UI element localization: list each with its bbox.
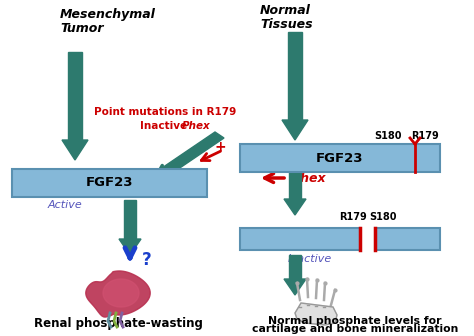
- Polygon shape: [284, 199, 306, 215]
- Polygon shape: [156, 132, 224, 178]
- Text: +: +: [214, 140, 226, 154]
- Text: Tissues: Tissues: [260, 18, 313, 31]
- FancyBboxPatch shape: [240, 144, 440, 172]
- FancyBboxPatch shape: [240, 228, 360, 250]
- Polygon shape: [282, 120, 308, 140]
- Text: Inactive: Inactive: [140, 121, 191, 131]
- Polygon shape: [62, 140, 88, 160]
- Text: Phex: Phex: [182, 121, 211, 131]
- Text: Point mutations in R179: Point mutations in R179: [94, 107, 236, 117]
- FancyBboxPatch shape: [12, 169, 208, 197]
- Polygon shape: [119, 239, 141, 255]
- Text: Phex: Phex: [292, 171, 327, 184]
- Text: ?: ?: [142, 251, 152, 269]
- Polygon shape: [295, 303, 337, 325]
- Text: Inactive: Inactive: [288, 254, 332, 264]
- Polygon shape: [124, 200, 136, 239]
- Text: FGF23: FGF23: [86, 176, 134, 190]
- Text: Mesenchymal: Mesenchymal: [60, 8, 156, 21]
- Polygon shape: [289, 172, 301, 199]
- Text: Renal phosphate-wasting: Renal phosphate-wasting: [34, 317, 202, 330]
- Text: Normal phosphate levels for: Normal phosphate levels for: [268, 316, 442, 326]
- Text: Active: Active: [48, 200, 83, 210]
- Polygon shape: [284, 279, 306, 295]
- Text: S180: S180: [369, 212, 397, 222]
- Polygon shape: [289, 255, 301, 279]
- Text: FGF23: FGF23: [316, 152, 364, 165]
- Text: Active: Active: [243, 165, 278, 175]
- Polygon shape: [68, 52, 82, 140]
- FancyBboxPatch shape: [375, 228, 440, 250]
- Text: R179: R179: [411, 131, 439, 141]
- Text: S180: S180: [374, 131, 402, 141]
- Text: R179: R179: [339, 212, 367, 222]
- Text: cartilage and bone mineralization: cartilage and bone mineralization: [252, 324, 458, 334]
- Text: Tumor: Tumor: [60, 22, 103, 35]
- Polygon shape: [144, 172, 165, 185]
- Polygon shape: [86, 271, 150, 317]
- Text: Normal: Normal: [260, 4, 311, 17]
- Polygon shape: [288, 32, 302, 120]
- Polygon shape: [103, 279, 139, 307]
